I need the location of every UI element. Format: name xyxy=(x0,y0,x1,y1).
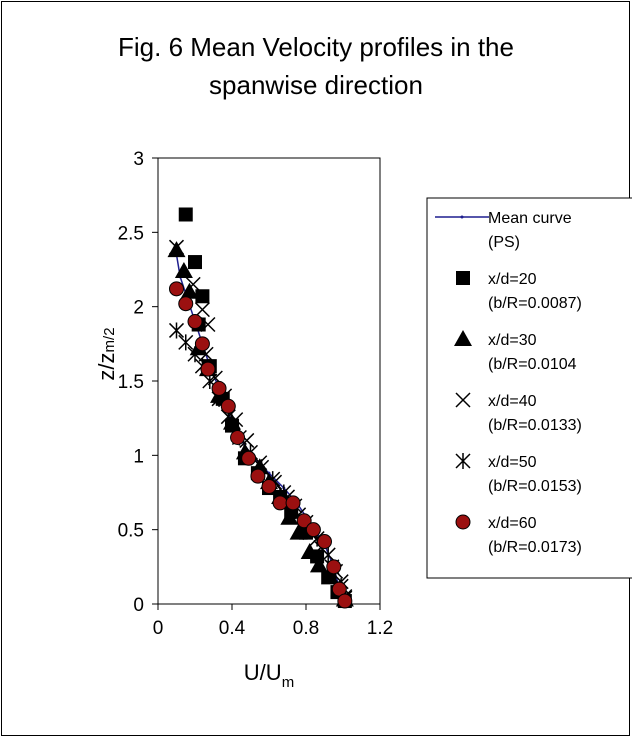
data-point-series-5 xyxy=(169,281,184,297)
legend-marker-1 xyxy=(456,271,470,285)
data-point-series-5 xyxy=(305,522,321,538)
data-point-series-2 xyxy=(180,282,199,299)
data-point-series-5 xyxy=(241,450,257,466)
legend-marker-4 xyxy=(455,453,471,469)
data-point-series-4 xyxy=(178,334,194,351)
legend-marker-3 xyxy=(455,392,471,408)
chart-title-line-1: Fig. 6 Mean Velocity profiles in the xyxy=(118,32,514,62)
data-point-series-5 xyxy=(187,314,203,330)
data-point-series-2 xyxy=(174,261,193,278)
legend-sublabel-3: (b/R=0.0133) xyxy=(488,417,582,434)
data-point-series-5 xyxy=(326,559,342,575)
legend-sublabel-2: (b/R=0.0104 xyxy=(488,356,577,373)
data-point-series-5 xyxy=(317,534,332,550)
y-tick-label: 0 xyxy=(133,595,144,616)
legend-sublabel-4: (b/R=0.0153) xyxy=(488,478,582,495)
data-point-series-1 xyxy=(195,289,210,304)
data-point-series-5 xyxy=(272,495,288,511)
data-point-series-5 xyxy=(178,296,194,312)
data-point-series-2 xyxy=(289,523,308,540)
y-axis-title: z/zm/2 xyxy=(94,327,119,380)
legend: Mean curve (PS) x/d=20 (b/R=0.0087) x/d=30 (b… xyxy=(435,210,582,556)
legend-sublabel-0: (PS) xyxy=(488,234,520,251)
y-tick-label: 1 xyxy=(133,446,144,467)
data-point-series-3 xyxy=(168,239,185,255)
x-axis: 0 0.4 0.8 1.2 xyxy=(153,604,393,639)
data-point-series-5 xyxy=(230,429,246,445)
x-tick-label: 0.8 xyxy=(293,618,319,639)
legend-label-4: x/d=50 xyxy=(488,454,537,471)
data-point-series-3 xyxy=(200,316,216,333)
legend-label-5: x/d=60 xyxy=(488,515,537,532)
data-point-series-2 xyxy=(280,508,299,525)
legend-point-mean-curve xyxy=(460,215,464,219)
legend-marker-2 xyxy=(454,330,472,346)
y-tick-label: 0.5 xyxy=(118,521,144,542)
y-axis-title-sub: m/2 xyxy=(101,327,118,352)
data-point-series-5 xyxy=(194,336,210,352)
data-point-series-3 xyxy=(194,302,210,318)
x-axis-title: U/Um xyxy=(244,660,294,691)
data-point-series-2 xyxy=(309,556,328,573)
x-tick-label: 1.2 xyxy=(367,618,393,639)
plot-area xyxy=(157,157,381,605)
y-axis: 0 0.5 1 1.5 2 2.5 3 xyxy=(118,149,158,616)
legend-label-2: x/d=30 xyxy=(488,332,537,349)
data-point-series-5 xyxy=(211,380,227,396)
data-point-series-5 xyxy=(250,468,266,484)
x-axis-title-main: U/U xyxy=(244,660,282,685)
y-tick-label: 2.5 xyxy=(118,223,144,244)
legend-box xyxy=(426,197,632,579)
x-tick-label: 0 xyxy=(153,618,164,639)
data-point-series-1 xyxy=(188,255,202,270)
legend-sublabel-5: (b/R=0.0173) xyxy=(488,539,582,556)
legend-sublabel-1: (b/R=0.0087) xyxy=(488,295,582,312)
legend-label-0: Mean curve xyxy=(488,210,572,227)
data-point-series-5 xyxy=(220,398,236,414)
legend-label-3: x/d=40 xyxy=(488,393,537,410)
data-point-series-3 xyxy=(185,276,201,292)
x-axis-title-sub: m xyxy=(282,674,295,691)
chart-title-line-2: spanwise direction xyxy=(209,70,423,100)
data-point-series-5 xyxy=(296,513,312,529)
data-point-series-5 xyxy=(337,593,353,609)
plot-marks xyxy=(167,207,354,609)
data-point-series-2 xyxy=(300,542,319,559)
data-point-series-5 xyxy=(261,479,277,495)
y-axis-title-main: z/z xyxy=(94,352,119,380)
data-point-series-2 xyxy=(167,241,186,258)
x-tick-label: 0.4 xyxy=(219,618,246,639)
y-tick-label: 1.5 xyxy=(118,372,144,393)
data-point-series-2 xyxy=(223,413,241,430)
data-point-series-4 xyxy=(168,322,185,339)
legend-label-1: x/d=20 xyxy=(488,271,537,288)
data-point-series-1 xyxy=(178,207,193,222)
legend-marker-5 xyxy=(455,514,471,530)
data-point-series-5 xyxy=(200,361,216,377)
y-tick-label: 2 xyxy=(133,298,144,319)
data-point-series-5 xyxy=(285,495,301,511)
y-tick-label: 3 xyxy=(133,149,144,170)
